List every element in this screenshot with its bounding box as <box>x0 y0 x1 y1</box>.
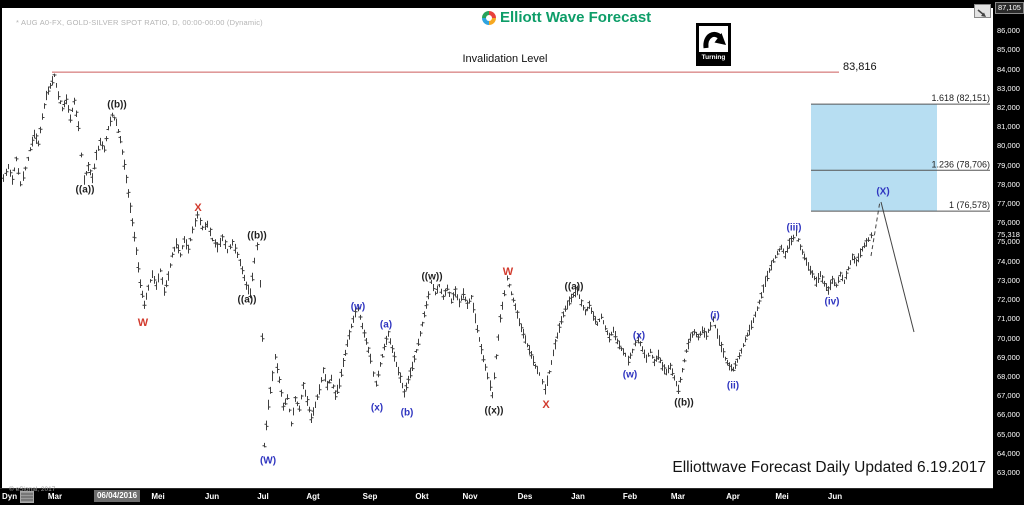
y-axis-tick: 79,000 <box>997 160 1020 170</box>
y-axis-tick: 78,000 <box>997 179 1020 189</box>
wave-label: (b) <box>401 408 414 419</box>
turning-badge: Turning <box>696 23 731 66</box>
projection-solid-line <box>880 201 915 333</box>
y-axis-tick: 63,000 <box>997 468 1020 477</box>
projection-dashed-line <box>870 200 881 257</box>
y-axis-tick: 74,000 <box>997 256 1020 266</box>
wave-label: W <box>138 317 149 329</box>
mini-chart-icon[interactable] <box>20 491 34 503</box>
wave-label: (w) <box>623 370 637 381</box>
forecast-update-note: Elliottwave Forecast Daily Updated 6.19.… <box>672 459 986 476</box>
wave-label: (W) <box>260 456 276 467</box>
time-axis-bar[interactable]: Dyn 06/04/2016 Mar Mei Jun Jul Agt Sep Okt Nov D… <box>0 488 993 505</box>
wave-label: (X) <box>876 187 889 198</box>
y-axis-tick: 67,000 <box>997 391 1020 401</box>
y-axis-tick: 73,000 <box>997 275 1020 285</box>
chart-area: 1.618 (82,151) 1.236 (78,706) 1 (76,578) In… <box>2 8 993 493</box>
y-axis-tick: 69,000 <box>997 352 1020 362</box>
wave-label: (iv) <box>825 297 840 308</box>
x-axis-month: Jun <box>827 492 843 501</box>
x-axis-month: Jun <box>204 492 220 501</box>
wave-label: (iii) <box>787 223 802 234</box>
wave-label: ((b)) <box>107 100 126 111</box>
wave-label: (i) <box>710 311 719 322</box>
invalidation-label: Invalidation Level <box>462 53 547 65</box>
dyn-mode-button[interactable]: Dyn <box>2 492 18 501</box>
y-axis-tick: 86,000 <box>997 26 1020 36</box>
x-axis-month: Mei <box>775 492 789 501</box>
fib-level-label: 1 (76,578) <box>949 200 990 210</box>
price-scale[interactable]: 87,105 86,000 85,000 84,000 83,000 82,000 81,… <box>993 0 1024 504</box>
last-price-label: 75,318 <box>997 230 1020 240</box>
y-axis-tick: 71,000 <box>997 314 1020 324</box>
x-axis-month: Okt <box>415 492 429 501</box>
x-axis-month: Apr <box>726 492 740 501</box>
price-bars <box>2 73 874 448</box>
turning-arrow-icon <box>703 32 726 49</box>
invalidation-price-label: 83,816 <box>843 61 877 73</box>
scale-top-price-label: 87,105 <box>995 2 1024 14</box>
x-axis-month: Jul <box>257 492 269 501</box>
x-axis-month: Feb <box>622 492 638 501</box>
x-axis-month: Agt <box>306 492 320 501</box>
x-axis-month: Des <box>517 492 533 501</box>
brand-logo: Elliott Wave Forecast <box>482 9 651 26</box>
symbol-title: * AUG A0-FX, GOLD-SILVER SPOT RATIO, D, … <box>16 18 263 27</box>
price-chart-canvas[interactable]: 1.618 (82,151) 1.236 (78,706) 1 (76,578) In… <box>2 8 993 488</box>
fib-level-label: 1.236 (78,706) <box>931 159 990 169</box>
brand-logo-text: Elliott Wave Forecast <box>500 9 652 26</box>
y-axis-tick: 85,000 <box>997 45 1020 55</box>
y-axis-tick: 82,000 <box>997 103 1020 112</box>
y-axis-tick: 75,000 <box>997 237 1020 247</box>
fib-target-box <box>811 104 937 212</box>
start-date-box[interactable]: 06/04/2016 <box>93 490 141 502</box>
wave-label: ((b)) <box>247 231 266 242</box>
turning-badge-label: Turning <box>699 52 728 63</box>
wave-label: (ii) <box>727 381 739 392</box>
y-axis-tick: 68,000 <box>997 371 1020 381</box>
wave-label: (a) <box>380 320 392 331</box>
wave-label: ((x)) <box>485 406 504 417</box>
y-axis-tick: 72,000 <box>997 295 1020 305</box>
copyright-note: © eSignal, 2017 <box>9 486 56 493</box>
expand-icon[interactable] <box>974 4 991 18</box>
y-axis-tick: 65,000 <box>997 429 1020 439</box>
wave-label: ((a)) <box>238 295 257 306</box>
wave-label: (x) <box>633 331 645 342</box>
wave-label: ((a)) <box>76 185 95 196</box>
x-axis-month: Nov <box>462 492 478 501</box>
brand-logo-icon <box>482 10 496 25</box>
x-axis-month: Mei <box>151 492 165 501</box>
x-axis-month: Mar <box>47 492 63 501</box>
y-axis-tick: 77,000 <box>997 199 1020 209</box>
x-axis-month: Mar <box>670 492 686 501</box>
wave-label: X <box>542 399 550 411</box>
y-axis-tick: 84,000 <box>997 64 1020 74</box>
wave-label: W <box>503 266 514 278</box>
y-axis-tick: 83,000 <box>997 83 1020 93</box>
wave-label: ((b)) <box>674 398 693 409</box>
x-axis-month: Sep <box>362 492 378 501</box>
y-axis-tick: 66,000 <box>997 410 1020 420</box>
y-axis-tick: 64,000 <box>997 448 1020 458</box>
wave-label: ((w)) <box>421 272 442 283</box>
y-axis-tick: 76,000 <box>997 218 1020 228</box>
wave-label: ((a)) <box>565 282 584 293</box>
wave-label: (x) <box>371 403 383 414</box>
wave-label: X <box>194 202 202 214</box>
x-axis-month: Jan <box>571 492 585 501</box>
y-axis-tick: 81,000 <box>997 122 1020 132</box>
y-axis-tick: 70,000 <box>997 333 1020 343</box>
fib-level-label: 1.618 (82,151) <box>931 93 990 103</box>
wave-label: (w) <box>351 302 365 313</box>
y-axis-tick: 80,000 <box>997 141 1020 151</box>
